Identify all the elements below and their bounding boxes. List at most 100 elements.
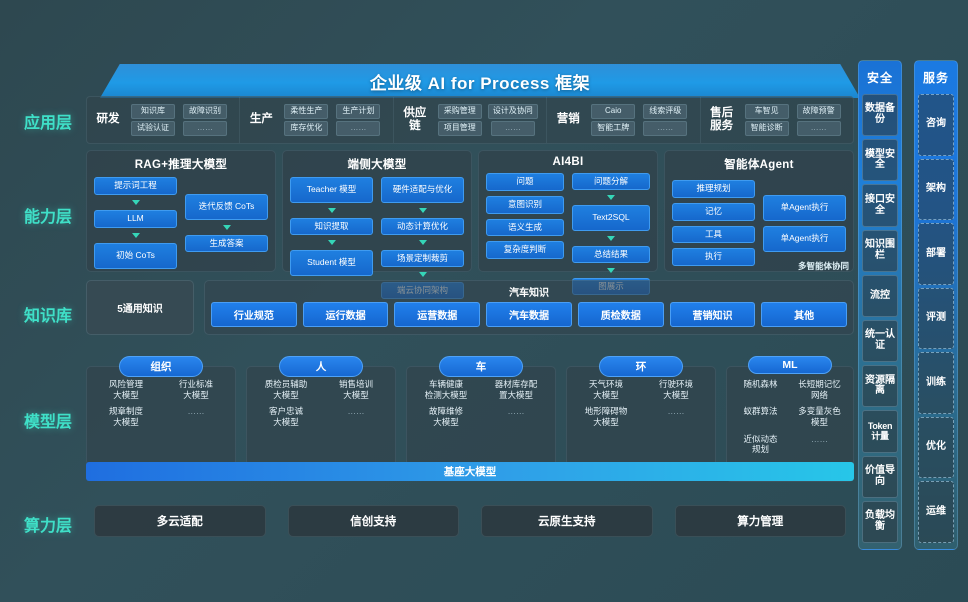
- capability-column-left: 问题意图识别语义生成复杂度判断: [486, 173, 564, 265]
- security-rail-item[interactable]: 流控: [862, 274, 898, 318]
- model-item-grid: 车辆健康 检测大模型 器材库存配 置大模型 故障维修 大模型 ……: [413, 379, 549, 428]
- model-card-pill[interactable]: ML: [748, 356, 832, 374]
- knowledge-chip[interactable]: 运行数据: [302, 302, 389, 327]
- knowledge-chip[interactable]: 运营数据: [394, 302, 481, 327]
- application-group-name: 供应链: [403, 106, 427, 132]
- compute-item[interactable]: 多云适配: [94, 505, 266, 537]
- application-cell[interactable]: 车智见 智能诊断: [743, 104, 791, 136]
- service-rail-item[interactable]: 优化: [918, 416, 954, 479]
- capability-node[interactable]: 场景定制裁剪: [381, 250, 464, 267]
- capability-node[interactable]: 提示词工程: [94, 177, 177, 195]
- security-rail-item[interactable]: 知识围栏: [862, 229, 898, 272]
- capability-node[interactable]: 复杂度判断: [486, 241, 564, 260]
- application-cell[interactable]: 生产计划 ……: [334, 104, 382, 136]
- capability-node[interactable]: Teacher 模型: [290, 177, 373, 203]
- capability-node[interactable]: 语义生成: [486, 218, 564, 237]
- application-cell-list: 采购管理 项目管理 设计及协同 ……: [432, 104, 538, 136]
- application-cell[interactable]: 柔性生产 库存优化: [282, 104, 330, 136]
- application-cell-bottom: 智能工牌: [591, 121, 636, 136]
- layer-label-model: 模型层: [23, 414, 72, 431]
- application-cell[interactable]: 设计及协同 ……: [487, 104, 538, 136]
- capability-node[interactable]: 单Agent执行: [763, 225, 846, 252]
- application-cell-bottom: 项目管理: [437, 121, 482, 136]
- security-rail-item[interactable]: 资源隔离: [862, 365, 898, 408]
- capability-card: AI4BI问题意图识别语义生成复杂度判断问题分解Text2SQL总结结果图展示: [478, 150, 658, 295]
- model-card-pill[interactable]: 组织: [119, 356, 203, 377]
- knowledge-chip[interactable]: 汽车数据: [486, 302, 572, 327]
- application-cell[interactable]: 知识库 试验认证: [129, 104, 177, 136]
- service-rail-item[interactable]: 训练: [918, 352, 954, 414]
- security-rail-item[interactable]: 价值导向: [862, 455, 898, 498]
- capability-node[interactable]: 问题分解: [572, 173, 650, 190]
- application-cell[interactable]: 线索评级 ……: [641, 104, 689, 136]
- capability-node[interactable]: 推理规划: [672, 179, 755, 198]
- capability-card-body: 问题意图识别语义生成复杂度判断问题分解Text2SQL总结结果图展示: [486, 173, 650, 295]
- application-group: 营销 Caio 智能工牌 线索评级 ……: [546, 97, 699, 143]
- model-item: ……: [187, 406, 205, 417]
- capability-node[interactable]: 初始 CoTs: [94, 242, 177, 269]
- capability-node[interactable]: 单Agent执行: [763, 194, 846, 221]
- layer-label-knowledge: 知识库: [23, 308, 72, 325]
- capability-node[interactable]: LLM: [94, 209, 177, 228]
- security-rail-item[interactable]: 负载均衡: [862, 500, 898, 544]
- application-cell-top: 车智见: [744, 104, 789, 119]
- capability-column-right: 问题分解Text2SQL总结结果图展示: [572, 173, 650, 295]
- knowledge-chip[interactable]: 营销知识: [669, 302, 756, 327]
- capability-node[interactable]: Text2SQL: [572, 205, 650, 231]
- application-cell[interactable]: 故障预警 ……: [795, 104, 843, 136]
- model-item-grid: 随机森林 长短期记忆 网络 蚁群算法 多变量灰色 模型 近似动态 规划 ……: [733, 379, 847, 455]
- model-item: 行驶环境 大模型: [658, 379, 693, 400]
- arrow-down-icon: [607, 195, 615, 200]
- model-item: 多变量灰色 模型: [798, 406, 841, 427]
- model-card-pill[interactable]: 车: [439, 356, 523, 377]
- compute-item[interactable]: 信创支持: [287, 505, 459, 537]
- capability-node[interactable]: 迭代反馈 CoTs: [185, 193, 268, 220]
- service-rail-item[interactable]: 运维: [918, 481, 954, 544]
- capability-node[interactable]: 意图识别: [486, 195, 564, 214]
- capability-node[interactable]: 知识提取: [290, 218, 373, 235]
- model-card-pill[interactable]: 环: [599, 356, 683, 377]
- application-group: 供应链 采购管理 项目管理 设计及协同 ……: [392, 97, 546, 143]
- model-item: ……: [811, 433, 828, 444]
- security-rail-item[interactable]: 模型安全: [862, 139, 898, 182]
- service-rail-item[interactable]: 部署: [918, 223, 954, 285]
- model-item: 长短期记忆 网络: [798, 379, 841, 400]
- capability-node[interactable]: 问题: [486, 173, 564, 191]
- capability-node[interactable]: 记忆: [672, 202, 755, 221]
- service-rail-item[interactable]: 评测: [918, 287, 954, 350]
- knowledge-chip[interactable]: 其他: [761, 302, 848, 327]
- knowledge-chip[interactable]: 行业规范: [211, 302, 297, 327]
- application-cell-top: 生产计划: [336, 104, 381, 119]
- compute-item[interactable]: 云原生支持: [481, 505, 653, 537]
- capability-node[interactable]: 硬件适配与优化: [381, 177, 464, 203]
- model-item: 客户忠诚 大模型: [268, 406, 303, 427]
- service-rail-item[interactable]: 架构: [918, 158, 954, 221]
- capability-node[interactable]: 动态计算优化: [381, 218, 464, 235]
- knowledge-chip[interactable]: 质检数据: [577, 302, 664, 327]
- model-card: 人质检员辅助 大模型 销售培训 大模型 客户忠诚 大模型 ……: [246, 356, 396, 466]
- service-rail-item[interactable]: 咨询: [918, 94, 954, 156]
- capability-node[interactable]: 生成答案: [185, 234, 268, 253]
- model-card-pill[interactable]: 人: [279, 356, 363, 377]
- model-item: 蚁群算法: [743, 406, 778, 417]
- capability-node[interactable]: 工具: [672, 225, 755, 244]
- security-rail-head: 安全: [866, 71, 893, 85]
- security-rail-item[interactable]: 接口安全: [862, 184, 898, 227]
- application-cell[interactable]: 采购管理 项目管理: [436, 104, 484, 136]
- compute-item[interactable]: 算力管理: [674, 505, 846, 537]
- security-rail-item[interactable]: 统一认证: [862, 320, 898, 363]
- capability-card-title: RAG+推理大模型: [134, 159, 228, 171]
- service-rail-head: 服务: [922, 71, 949, 85]
- application-cell[interactable]: 故障识别 ……: [181, 104, 229, 136]
- security-rail-item[interactable]: Token计量: [862, 410, 898, 453]
- capability-node[interactable]: Student 模型: [290, 250, 373, 276]
- capability-node[interactable]: 执行: [672, 248, 755, 267]
- capability-card: 端侧大模型 Teacher 模型 知识提取 Student 模型 硬件适配与优化 动态计算…: [282, 150, 472, 299]
- capability-card-body: 推理规划 记忆 工具 执行 单Agent执行 单Agent执行: [672, 177, 846, 269]
- capability-card: 智能体Agent 推理规划 记忆 工具 执行 单Agent执行 单Agent执行 多智能体协同: [664, 150, 854, 272]
- security-rail-item[interactable]: 数据备份: [862, 94, 898, 137]
- capability-node[interactable]: 总结结果: [572, 246, 650, 263]
- application-cell[interactable]: Caio 智能工牌: [589, 104, 637, 136]
- application-cell-top: 知识库: [131, 104, 175, 119]
